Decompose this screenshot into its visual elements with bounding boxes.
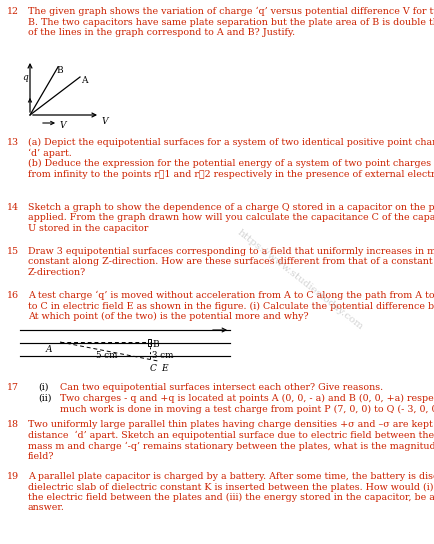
Text: Two uniformly large parallel thin plates having charge densities +σ and –σ are k: Two uniformly large parallel thin plates…: [28, 420, 434, 461]
Text: 15: 15: [7, 247, 19, 256]
Text: (ii): (ii): [38, 394, 51, 403]
Text: 13: 13: [7, 138, 19, 147]
Text: A parallel plate capacitor is charged by a battery. After some time, the battery: A parallel plate capacitor is charged by…: [28, 472, 434, 512]
Text: E: E: [161, 364, 167, 373]
Text: q: q: [22, 73, 28, 82]
Text: A: A: [81, 76, 87, 85]
Text: 18: 18: [7, 420, 19, 429]
Text: V: V: [102, 117, 108, 126]
Text: V: V: [60, 121, 66, 130]
Text: Draw 3 equipotential surfaces corresponding to a field that uniformly increases : Draw 3 equipotential surfaces correspond…: [28, 247, 434, 277]
Text: 5 cm: 5 cm: [96, 351, 117, 360]
Text: 14: 14: [7, 203, 19, 212]
Text: B: B: [152, 340, 159, 349]
Text: Sketch a graph to show the dependence of a charge Q stored in a capacitor on the: Sketch a graph to show the dependence of…: [28, 203, 434, 233]
Text: 3 cm: 3 cm: [152, 351, 174, 360]
Text: https://www.studiestoday.com: https://www.studiestoday.com: [235, 228, 364, 332]
Text: 16: 16: [7, 291, 19, 300]
Text: Two charges - q and +q is located at points A (0, 0, - a) and B (0, 0, +a) respe: Two charges - q and +q is located at poi…: [60, 394, 434, 413]
Text: B: B: [56, 66, 62, 75]
Text: C: C: [150, 364, 157, 373]
Text: The given graph shows the variation of charge ‘q’ versus potential difference V : The given graph shows the variation of c…: [28, 7, 434, 37]
Text: A test charge ‘q’ is moved without acceleration from A to C along the path from : A test charge ‘q’ is moved without accel…: [28, 291, 434, 322]
Text: 19: 19: [7, 472, 19, 481]
Text: (i): (i): [38, 383, 48, 392]
Text: A: A: [46, 345, 53, 354]
Text: (a) Depict the equipotential surfaces for a system of two identical positive poi: (a) Depict the equipotential surfaces fo…: [28, 138, 434, 179]
Text: 17: 17: [7, 383, 19, 392]
Bar: [148, 338, 151, 345]
Text: Can two equipotential surfaces intersect each other? Give reasons.: Can two equipotential surfaces intersect…: [60, 383, 382, 392]
Text: 12: 12: [7, 7, 19, 16]
